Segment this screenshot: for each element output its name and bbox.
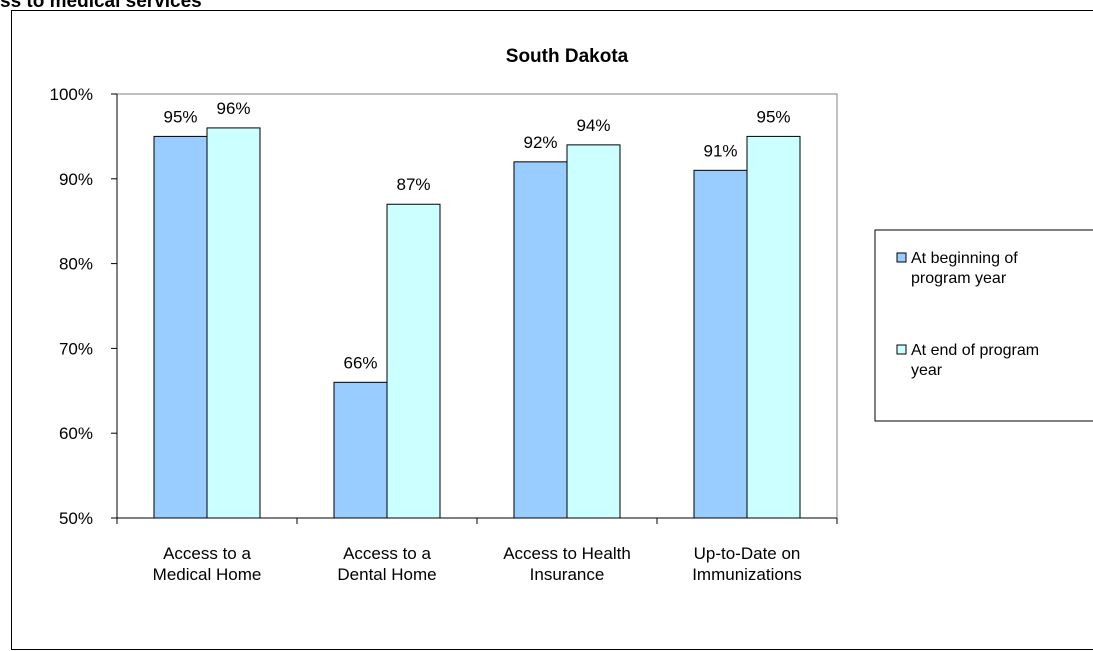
x-tick-label: Insurance — [530, 565, 605, 584]
bar — [746, 135, 801, 519]
data-label: 96% — [216, 99, 250, 118]
y-tick-label: 70% — [59, 339, 93, 358]
data-label: 95% — [163, 107, 197, 126]
data-label: 95% — [756, 107, 790, 126]
y-tick-label: 100% — [50, 85, 93, 104]
chart-frame: South Dakota 50% 60% 70% 80% 90% 100% 95% 96% Acc… — [11, 10, 1093, 650]
y-tick-label: 90% — [59, 170, 93, 189]
legend-label: program year — [911, 270, 1007, 287]
legend-swatch — [896, 344, 907, 355]
bar — [206, 127, 261, 519]
page-heading: ss to medical services — [0, 0, 202, 12]
chart-svg: South Dakota 50% 60% 70% 80% 90% 100% 95% 96% Acc… — [50, 46, 1093, 584]
y-tick-label: 60% — [59, 424, 93, 443]
x-tick-label: Access to a — [163, 544, 251, 563]
data-label: 94% — [576, 116, 610, 135]
bar — [333, 381, 388, 519]
bar — [386, 203, 441, 519]
legend-label: At end of program — [911, 342, 1039, 359]
data-label: 91% — [703, 141, 737, 160]
legend-box — [874, 229, 1093, 422]
bar — [513, 161, 568, 519]
chart-title: South Dakota — [506, 46, 629, 67]
x-tick-label: Access to Health — [503, 544, 631, 563]
x-tick-label: Access to a — [343, 544, 431, 563]
x-tick-label: Immunizations — [692, 565, 802, 584]
data-label: 87% — [396, 175, 430, 194]
bar — [153, 135, 208, 519]
legend-swatch — [896, 252, 907, 263]
x-tick-label: Up-to-Date on — [694, 544, 801, 563]
legend-label: At beginning of — [911, 250, 1018, 267]
bar — [566, 144, 621, 519]
legend-label: year — [911, 362, 943, 379]
x-tick-label: Medical Home — [153, 565, 262, 584]
y-tick-label: 80% — [59, 255, 93, 274]
bar — [693, 169, 748, 519]
data-label: 66% — [343, 353, 377, 372]
data-label: 92% — [523, 133, 557, 152]
y-tick-label: 50% — [59, 509, 93, 528]
x-tick-label: Dental Home — [337, 565, 436, 584]
